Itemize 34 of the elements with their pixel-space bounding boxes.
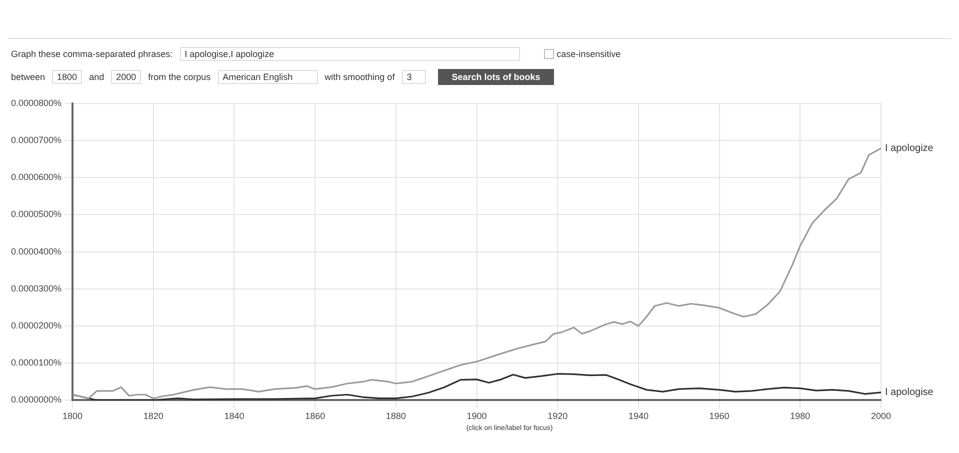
x-tick-label: 1860 [305,411,326,422]
y-tick-label: 0.0000000% [11,394,62,405]
text: American English [218,70,318,84]
y-tick-label: 0.0000200% [11,320,62,330]
text: Search lots of books [438,69,554,85]
x-tick-label: 1840 [224,411,244,422]
series-label: I apologize [885,143,934,154]
text: 2000 [111,70,142,84]
x-tick-label: 1800 [62,411,83,422]
y-tick-label: 0.0000600% [11,172,62,182]
y-tick-label: 0.0000100% [11,358,62,368]
y-tick-label: 0.0000400% [11,246,62,256]
y-tick-label: 0.0000300% [11,283,62,294]
text: I apologise,I apologize [180,47,520,61]
x-tick-label: 1920 [548,411,568,422]
text: case-insensitive [556,49,621,59]
text: between [11,72,46,82]
text: 1800 [52,70,82,84]
x-tick-label: 1820 [143,411,164,422]
x-tick-label: 1980 [790,411,810,422]
y-tick-label: 0.0000800% [11,98,62,108]
x-tick-label: 1900 [466,411,487,422]
text: 3 [402,70,426,84]
text: with smoothing of [324,72,395,82]
x-tick-label: 1940 [628,411,648,422]
x-tick-label: 1880 [386,411,406,422]
text: and [89,72,104,82]
x-tick-label: 2000 [870,411,892,422]
x-tick-label: 1960 [709,411,730,422]
text: from the corpus [148,72,211,82]
y-tick-label: 0.0000700% [11,134,62,145]
text: Graph these comma-separated phrases: [11,49,173,59]
series-label: I apologise [885,387,934,398]
y-tick-label: 0.0000500% [11,209,62,220]
